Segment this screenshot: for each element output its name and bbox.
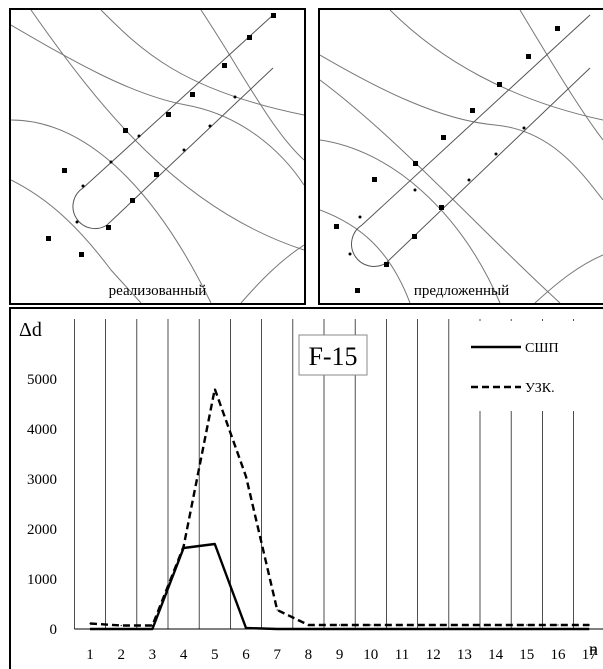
data-point [370, 628, 372, 630]
data-point [495, 628, 497, 630]
series-lines [89, 387, 590, 631]
map-realized [11, 10, 304, 303]
data-point [307, 628, 309, 630]
map-grid-lines [11, 10, 304, 303]
map-panel-realized: реализованный [9, 8, 306, 305]
x-tick-label: 13 [457, 647, 472, 663]
data-point [151, 628, 153, 630]
x-tick-label: 12 [426, 647, 441, 663]
data-point [463, 624, 465, 626]
flight-track [351, 14, 591, 267]
data-point [183, 545, 185, 548]
data-point [339, 628, 341, 630]
data-point [276, 609, 278, 611]
data-point [89, 628, 91, 630]
x-tick-label: 9 [336, 647, 344, 663]
x-tick-label: 2 [117, 647, 125, 663]
data-point [526, 628, 528, 630]
data-point [276, 628, 278, 630]
data-point [588, 624, 590, 626]
track-markers [334, 26, 560, 293]
legend-box [457, 321, 603, 411]
chart-title: F-15 [308, 342, 357, 371]
x-tick-label: 8 [305, 647, 313, 663]
legend-label-1: СШП [525, 341, 559, 356]
data-point [151, 624, 153, 627]
x-tick-label: 17 [582, 647, 598, 663]
map-caption-proposed: предложенный [413, 283, 510, 299]
chart-panel: 0 1000 2000 3000 4000 5000 1 2 3 4 5 6 7 8 9 10 11 12 13 14… [9, 307, 603, 669]
data-point [432, 628, 434, 630]
x-tick-label: 7 [273, 647, 281, 663]
map-proposed [320, 10, 603, 303]
x-tick-label: 10 [363, 647, 378, 663]
x-tick-label: 1 [86, 647, 94, 663]
data-point [401, 624, 403, 626]
x-tick-label: 4 [180, 647, 188, 663]
data-point [370, 624, 372, 626]
x-axis-label: n [589, 639, 598, 659]
y-tick-label: 5000 [27, 372, 57, 388]
data-point [214, 543, 216, 545]
data-point [588, 628, 590, 630]
series-line-1 [90, 542, 590, 631]
x-tick-label: 3 [149, 647, 157, 663]
legend: СШП УЗК. [457, 321, 603, 411]
data-point [89, 622, 91, 625]
data-point [463, 628, 465, 630]
x-tick-label: 6 [242, 647, 250, 663]
data-point [339, 624, 341, 626]
y-axis-label: Δd [19, 319, 42, 341]
data-point [245, 627, 247, 629]
data-point [120, 628, 122, 630]
data-point [401, 628, 403, 630]
data-point [214, 388, 216, 390]
x-tick-label: 5 [211, 647, 219, 663]
y-tick-label: 0 [50, 622, 58, 638]
data-point [526, 624, 528, 626]
x-tick-label: 14 [488, 647, 504, 663]
x-tick-label: 15 [519, 647, 534, 663]
data-point [120, 624, 122, 627]
map-grid-lines [320, 10, 603, 303]
x-tick-label: 11 [395, 647, 409, 663]
track-markers [46, 13, 276, 257]
y-tick-label: 3000 [27, 472, 57, 488]
map-panel-proposed: предложенный [318, 8, 603, 305]
legend-label-2: УЗК. [525, 381, 555, 396]
x-tick-label: 16 [551, 647, 567, 663]
y-tick-label: 2000 [27, 522, 57, 538]
y-tick-label: 4000 [27, 422, 57, 438]
data-point [245, 475, 247, 478]
data-point [495, 624, 497, 626]
data-point [432, 624, 434, 626]
data-point [557, 624, 559, 626]
y-tick-label: 1000 [27, 572, 57, 588]
data-point [307, 624, 309, 626]
data-point [557, 628, 559, 630]
map-caption-realized: реализованный [108, 283, 207, 299]
flight-track [72, 14, 274, 230]
series-line-2 [89, 387, 590, 627]
title-box [298, 334, 368, 376]
